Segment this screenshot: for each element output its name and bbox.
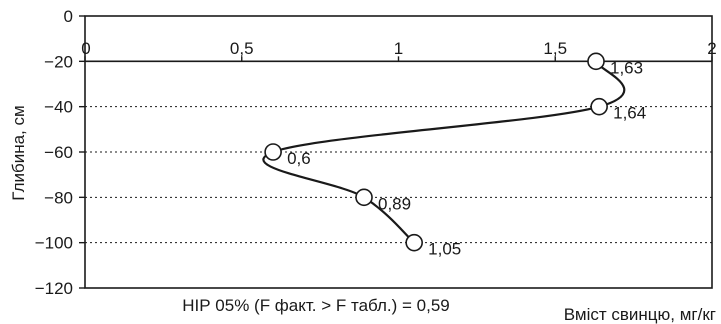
x-tick-label: 0,5 (230, 39, 254, 58)
y-tick-label: −120 (35, 279, 73, 298)
y-tick-label: −60 (44, 143, 73, 162)
data-labels: 1,63 1,64 0,6 0,89 1,05 (287, 58, 646, 258)
y-tick-label: −100 (35, 234, 73, 253)
data-point (587, 52, 605, 71)
data-label: 1,63 (610, 58, 643, 77)
y-tick-label: −20 (44, 52, 73, 71)
y-tick-label: −80 (44, 188, 73, 207)
x-axis-ticks: 0 0,5 1 1,5 2 (81, 39, 717, 62)
data-label: 1,05 (428, 240, 461, 259)
y-tick-label: −40 (44, 98, 73, 117)
x-tick-label: 1 (394, 39, 403, 58)
y-tick-label: 0 (64, 7, 73, 26)
x-tick-label: 1,5 (543, 39, 567, 58)
x-tick-label: 0 (81, 39, 90, 58)
lsd-annotation: НІР 05% (F факт. > F табл.) = 0,59 (182, 296, 450, 315)
data-label: 0,89 (378, 194, 411, 213)
data-label: 1,64 (613, 104, 646, 123)
data-point (405, 233, 423, 252)
x-tick-label: 2 (707, 39, 716, 58)
data-point (590, 97, 608, 116)
data-points (264, 52, 608, 252)
data-label: 0,6 (287, 149, 311, 168)
y-axis-ticks: 0 −20 −40 −60 −80 −100 −120 (35, 7, 85, 298)
grid-lines (85, 60, 712, 244)
x-axis-title: Вміст свинцю, мг/кг (564, 305, 716, 324)
data-point (355, 188, 373, 207)
y-axis-title: Глибина, см (9, 105, 28, 200)
data-point (264, 143, 282, 161)
